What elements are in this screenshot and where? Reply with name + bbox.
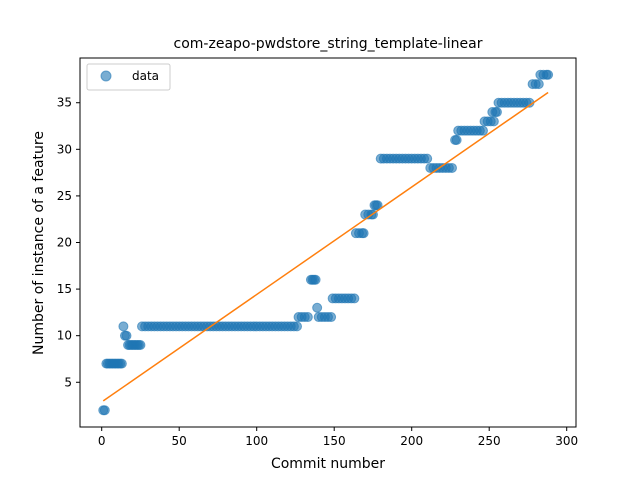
data-point bbox=[302, 312, 313, 323]
data-point bbox=[488, 116, 499, 127]
data-point bbox=[326, 312, 337, 323]
data-point bbox=[310, 274, 321, 285]
x-tick-label: 150 bbox=[323, 434, 346, 448]
data-point bbox=[358, 228, 369, 239]
plot-area bbox=[98, 69, 554, 416]
y-tick-label: 15 bbox=[57, 282, 72, 296]
x-tick-label: 250 bbox=[478, 434, 501, 448]
fit-line bbox=[102, 91, 549, 402]
data-point bbox=[422, 153, 433, 164]
data-point bbox=[372, 200, 383, 211]
chart-title: com-zeapo-pwdstore_string_template-linea… bbox=[174, 36, 483, 52]
x-tick-label: 100 bbox=[245, 434, 268, 448]
data-point bbox=[478, 125, 488, 136]
data-point bbox=[491, 107, 502, 118]
data-point bbox=[349, 293, 360, 304]
x-tick-label: 300 bbox=[555, 434, 578, 448]
x-axis-label: Commit number bbox=[271, 456, 385, 472]
data-point bbox=[121, 330, 132, 341]
data-point bbox=[135, 340, 146, 350]
x-tick-label: 200 bbox=[400, 434, 423, 448]
data-point bbox=[312, 302, 323, 313]
data-point bbox=[543, 69, 554, 80]
x-axis-ticks: 0 50 100 150 200 250 300 bbox=[98, 427, 578, 448]
x-tick-label: 0 bbox=[98, 434, 106, 448]
y-tick-label: 35 bbox=[57, 96, 72, 110]
y-tick-label: 5 bbox=[64, 375, 72, 389]
y-tick-label: 30 bbox=[57, 142, 72, 156]
x-tick-label: 50 bbox=[172, 434, 187, 448]
data-point bbox=[118, 321, 129, 332]
legend-marker-data bbox=[100, 70, 112, 82]
data-point bbox=[451, 135, 462, 145]
legend-box bbox=[86, 63, 171, 91]
y-tick-label: 10 bbox=[57, 329, 72, 343]
data-point bbox=[99, 405, 110, 416]
legend: data bbox=[86, 63, 171, 91]
data-point bbox=[116, 358, 127, 369]
legend-label-data: data bbox=[132, 69, 159, 83]
y-tick-label: 20 bbox=[57, 236, 72, 250]
data-point bbox=[447, 162, 457, 173]
axes-frame bbox=[79, 57, 577, 428]
y-axis-ticks: 5 10 15 20 25 30 35 bbox=[57, 96, 80, 389]
data-point bbox=[533, 79, 544, 90]
y-axis-label: Number of instance of a feature bbox=[31, 131, 47, 355]
data-point bbox=[292, 321, 302, 332]
y-tick-label: 25 bbox=[57, 189, 72, 203]
